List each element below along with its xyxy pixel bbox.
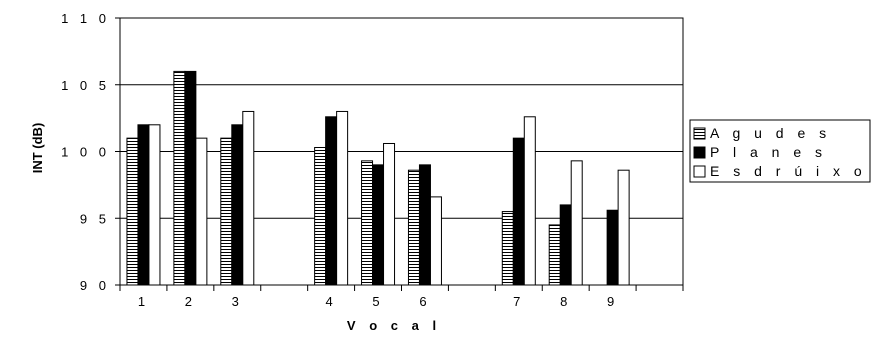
bar-planes-5 bbox=[326, 117, 337, 285]
bar-esdruixoles-2 bbox=[196, 138, 207, 285]
y-tick-label: 1 0 5 bbox=[61, 78, 110, 93]
y-tick-label: 1 1 0 bbox=[61, 11, 110, 26]
x-tick-label: 7 bbox=[513, 294, 520, 309]
bar-agudes-2 bbox=[174, 71, 185, 285]
bar-agudes-3 bbox=[221, 138, 232, 285]
x-tick-label: 6 bbox=[419, 294, 426, 309]
legend-label-agudes: A g u d e s bbox=[710, 125, 831, 141]
x-tick-label: 3 bbox=[232, 294, 239, 309]
legend-swatch-esdruixoles bbox=[694, 166, 705, 177]
bar-agudes-1 bbox=[127, 138, 138, 285]
x-tick-label: 2 bbox=[185, 294, 192, 309]
legend: A g u d e s P l a n e s E s d r ú i x o l … bbox=[690, 120, 876, 182]
y-tick-label: 9 0 bbox=[80, 278, 110, 293]
bar-planes-2 bbox=[185, 71, 196, 285]
y-tick-label: 9 5 bbox=[80, 211, 110, 226]
bar-esdruixoles-11 bbox=[618, 170, 629, 285]
bar-planes-7 bbox=[419, 165, 430, 285]
legend-label-planes: P l a n e s bbox=[710, 144, 827, 160]
bar-esdruixoles-1 bbox=[149, 125, 160, 285]
bar-agudes-5 bbox=[315, 147, 326, 285]
bar-esdruixoles-10 bbox=[571, 161, 582, 285]
x-tick-label: 8 bbox=[560, 294, 567, 309]
legend-label-esdruixoles: E s d r ú i x o l e s bbox=[710, 163, 876, 179]
bar-agudes-7 bbox=[408, 170, 419, 285]
x-tick-label: 1 bbox=[138, 294, 145, 309]
bar-esdruixoles-7 bbox=[430, 197, 441, 285]
y-tick-label: 1 0 0 bbox=[61, 145, 110, 160]
bar-esdruixoles-5 bbox=[337, 111, 348, 285]
legend-swatch-planes bbox=[694, 147, 705, 158]
bar-agudes-10 bbox=[549, 225, 560, 285]
x-tick-label: 9 bbox=[607, 294, 614, 309]
bar-esdruixoles-6 bbox=[384, 143, 395, 285]
bar-planes-6 bbox=[373, 165, 384, 285]
x-tick-label: 5 bbox=[372, 294, 379, 309]
x-tick-label: 4 bbox=[326, 294, 333, 309]
y-axis-title: INT (dB) bbox=[30, 123, 45, 174]
bar-esdruixoles-3 bbox=[243, 111, 254, 285]
bar-planes-1 bbox=[138, 125, 149, 285]
bar-agudes-9 bbox=[502, 212, 513, 285]
bar-planes-11 bbox=[607, 210, 618, 285]
bar-planes-3 bbox=[232, 125, 243, 285]
bar-agudes-6 bbox=[362, 161, 373, 285]
bar-esdruixoles-9 bbox=[524, 117, 535, 285]
bar-planes-9 bbox=[513, 138, 524, 285]
x-axis-title: V o c a l bbox=[347, 318, 441, 333]
legend-swatch-agudes bbox=[694, 128, 705, 139]
bar-planes-10 bbox=[560, 205, 571, 285]
